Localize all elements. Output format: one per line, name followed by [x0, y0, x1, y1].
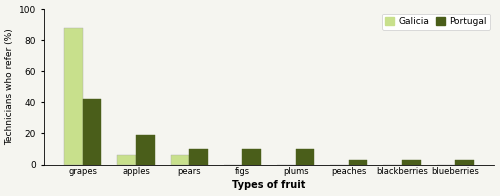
X-axis label: Types of fruit: Types of fruit [232, 181, 306, 191]
Bar [189, 149, 208, 164]
Bar [170, 155, 189, 164]
Bar [136, 135, 154, 164]
Bar [456, 160, 474, 164]
Bar [82, 99, 102, 164]
Legend: Galicia, Portugal: Galicia, Portugal [382, 14, 490, 30]
Bar [402, 160, 420, 164]
Bar [296, 149, 314, 164]
Bar [118, 155, 136, 164]
Y-axis label: Technicians who refer (%): Technicians who refer (%) [6, 28, 15, 145]
Bar [64, 28, 82, 164]
Bar [349, 160, 368, 164]
Bar [242, 149, 261, 164]
